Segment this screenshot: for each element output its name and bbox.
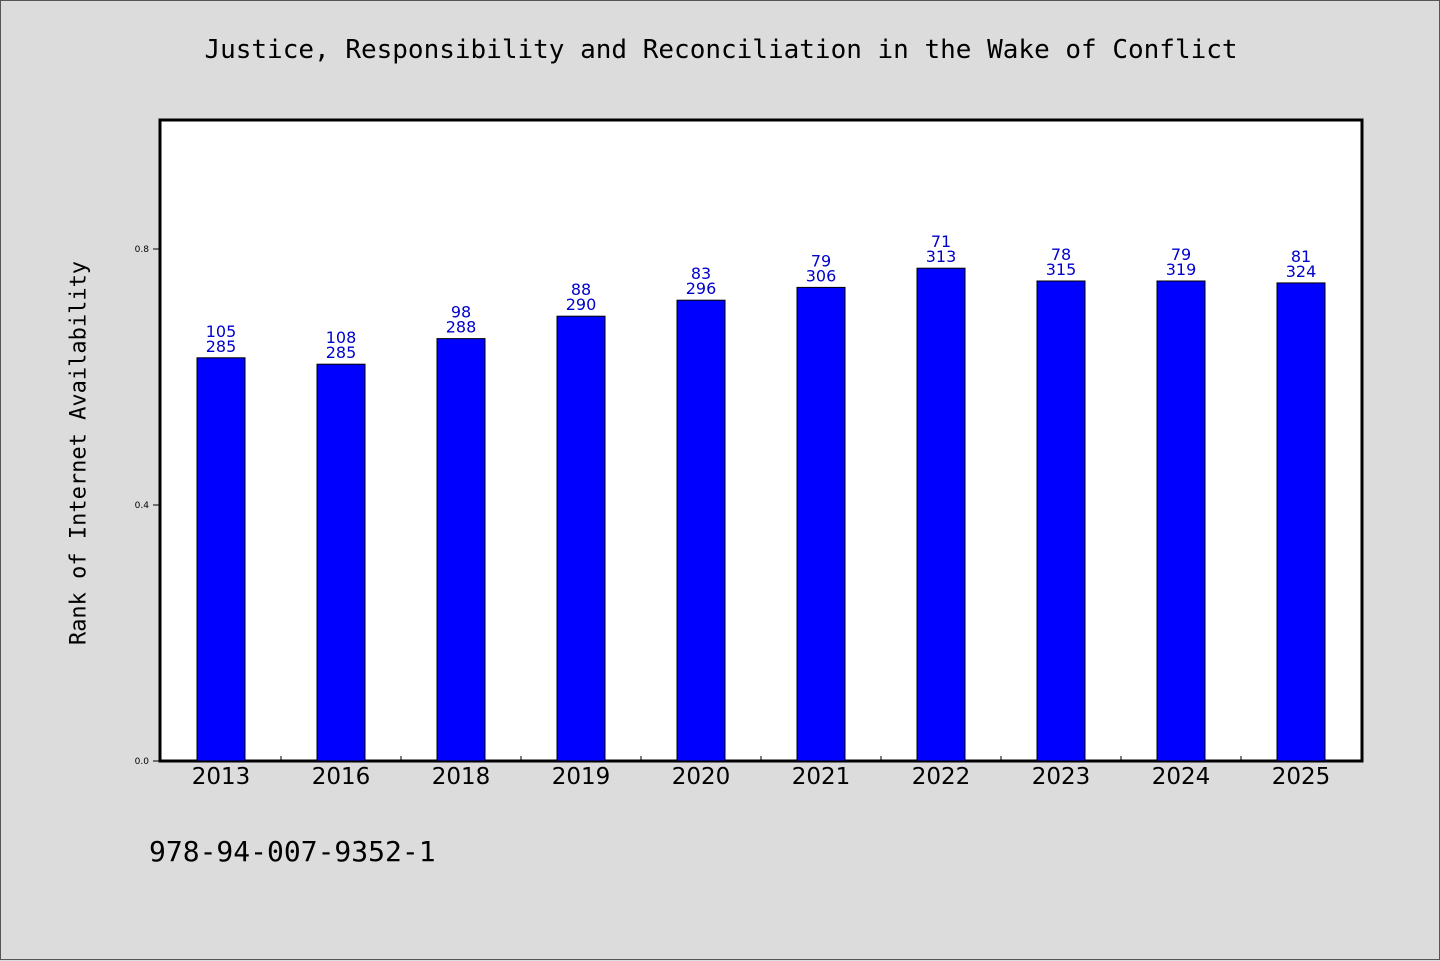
data-label-top: 71 <box>931 232 951 251</box>
bar <box>1036 280 1086 762</box>
x-tick-label: 2021 <box>792 764 851 790</box>
data-label-top: 81 <box>1291 247 1311 266</box>
bar <box>676 299 726 762</box>
data-label-bottom: 296 <box>686 279 717 298</box>
y-tick-label: 0.8 <box>135 245 150 255</box>
data-label-top: 79 <box>1171 245 1191 264</box>
data-label-top: 98 <box>451 303 471 322</box>
y-tick-label: 0.4 <box>135 501 150 511</box>
data-label-top: 88 <box>571 280 591 299</box>
x-tick-label: 2019 <box>552 764 611 790</box>
x-tick-label: 2020 <box>672 764 731 790</box>
bar <box>1156 280 1206 762</box>
x-tick-label: 2022 <box>912 764 971 790</box>
data-label-top: 79 <box>811 251 831 270</box>
data-label-top: 108 <box>326 328 357 347</box>
data-label-bottom: 315 <box>1046 260 1077 279</box>
x-tick-label: 2024 <box>1152 764 1211 790</box>
bar <box>796 286 846 762</box>
y-tick-label: 0.0 <box>135 757 150 767</box>
data-label-bottom: 324 <box>1286 262 1317 281</box>
data-label-top: 105 <box>206 322 237 341</box>
bar <box>916 267 966 762</box>
bar <box>196 357 246 762</box>
bar <box>1276 282 1326 762</box>
data-label-bottom: 285 <box>206 337 237 356</box>
data-label-bottom: 313 <box>926 247 957 266</box>
chart-title: Justice, Responsibility and Reconciliati… <box>204 35 1238 65</box>
data-label-top: 83 <box>691 264 711 283</box>
data-label-bottom: 285 <box>326 343 357 362</box>
data-label-bottom: 319 <box>1166 260 1197 279</box>
data-label-bottom: 288 <box>446 318 477 337</box>
x-tick-label: 2025 <box>1272 764 1331 790</box>
bar <box>556 315 606 762</box>
data-label-bottom: 290 <box>566 295 597 314</box>
x-tick-label: 2016 <box>312 764 371 790</box>
bar <box>436 338 486 762</box>
data-label-top: 78 <box>1051 245 1071 264</box>
data-label-bottom: 306 <box>806 266 837 285</box>
x-tick-label: 2013 <box>192 764 251 790</box>
axes: 2013 2016 2018 2019 2020 2021 2022 2023 2024 2025… <box>135 245 1331 790</box>
bar <box>316 363 366 762</box>
x-tick-label: 2018 <box>432 764 491 790</box>
isbn-text: 978-94-007-9352-1 <box>149 835 436 868</box>
x-tick-label: 2023 <box>1032 764 1091 790</box>
